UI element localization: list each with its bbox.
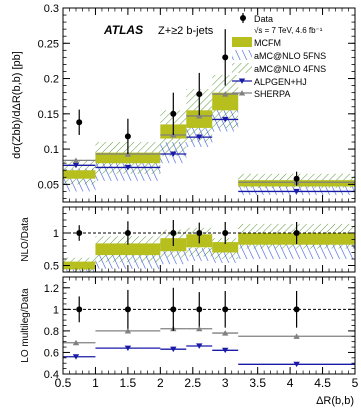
mcfm-band (212, 92, 239, 111)
alpgen-marker (72, 162, 80, 169)
amc5-ratio-band (186, 247, 213, 261)
lo-ratio-data-point (170, 306, 177, 313)
mcfm-ratio-band (95, 243, 161, 256)
mcfm-band (186, 110, 213, 128)
legend-data-symbol (240, 15, 246, 21)
mcfm-ratio-band (212, 242, 239, 253)
mcfm-band (95, 152, 161, 164)
legend-alpgen-marker (238, 78, 246, 84)
lo-ratio-data-point (76, 306, 83, 313)
legend-amc5-swatch (232, 50, 252, 60)
top-y-tick-label: 0.1 (44, 144, 59, 156)
lo-ratio-data-point (222, 306, 229, 313)
data-point (76, 119, 83, 126)
x-tick-label: 1.5 (120, 376, 137, 390)
x-tick-label: 4.5 (314, 376, 331, 390)
legend: Data √s = 7 TeV, 4.6 fb⁻¹ MCFM aMC@NLO 5FNS… (232, 13, 326, 99)
legend-alpgen-label: ALPGEN+HJ (254, 77, 307, 87)
top-panel: 0.050.10.150.20.250.3 ATLAS Z+≥2 b-jets … (11, 3, 356, 203)
experiment-label: ATLAS (103, 23, 143, 37)
mid-y-tick-label: 0.5 (44, 261, 59, 273)
top-y-tick-label: 0.3 (44, 3, 59, 15)
alpgen-marker (196, 134, 203, 140)
legend-amc4-swatch (232, 63, 252, 73)
sherpa-ratio-marker (72, 339, 80, 346)
mcfm-ratio-band (63, 261, 96, 270)
amc5-ratio-band (160, 248, 187, 265)
alpgen-ratio-marker (196, 343, 203, 349)
data-point (222, 54, 229, 61)
mcfm-band (63, 170, 96, 179)
legend-mcfm-swatch (232, 37, 252, 47)
alpgen-marker (293, 188, 300, 195)
x-tick-label: 3.5 (249, 376, 266, 390)
bot-y-tick-label: 0.8 (44, 326, 59, 338)
top-y-label: dσ(Zbb)/dΔR(b,b) [pb] (11, 51, 23, 159)
sherpa-ratio-marker (124, 328, 132, 334)
ratio-data-point (124, 230, 131, 236)
sherpa-ratio-marker (196, 325, 203, 332)
middle-y-label: NLO/Data (20, 217, 31, 262)
x-tick-label: 3 (222, 376, 229, 390)
alpgen-marker (170, 151, 177, 157)
alpgen-marker (124, 164, 132, 171)
data-point (170, 110, 177, 117)
x-tick-labels: 0.5 1 1.5 2 2.5 3 3.5 4 4.5 5 (55, 376, 359, 390)
sherpa-marker (72, 157, 80, 163)
data-point (196, 91, 203, 98)
top-y-tick-label: 0.15 (38, 109, 59, 121)
alpgen-ratio-marker (72, 354, 80, 360)
process-label: Z+≥2 b-jets (158, 25, 214, 37)
bot-y-tick-label: 1.2 (44, 283, 59, 295)
amc5-ratio-band (238, 240, 355, 259)
lo-ratio-data-point (124, 306, 131, 313)
x-tick-label: 2.5 (184, 376, 201, 390)
ratio-data-point (222, 230, 229, 236)
top-y-tick-label: 0.2 (44, 74, 59, 86)
top-panel-frame (62, 7, 356, 203)
legend-sherpa-label: SHERPA (254, 89, 290, 99)
middle-panel: 0.5 1 NLO/Data (20, 206, 356, 273)
ratio-data-point (170, 230, 177, 236)
ratio-data-point (76, 230, 83, 236)
alpgen-ratio-marker (170, 346, 177, 353)
bot-y-tick-label: 0.4 (44, 369, 59, 381)
x-tick-label: 1 (92, 376, 99, 390)
data-point (124, 133, 131, 140)
lo-ratio-data-point (196, 306, 203, 313)
x-tick-label: 4 (287, 376, 294, 390)
sherpa-marker (222, 91, 229, 97)
amc5-ratio-band (212, 251, 239, 263)
x-tick-label: 0.5 (55, 376, 72, 390)
x-tick-label: 5 (352, 376, 359, 390)
top-y-tick-label: 0.25 (38, 38, 59, 50)
sherpa-ratio-marker (222, 330, 229, 336)
data-point (293, 175, 300, 182)
x-tick-label: 2 (157, 376, 164, 390)
sherpa-marker (196, 113, 203, 119)
bottom-panel: 0.4 0.6 0.8 1 1.2 LO multileg/Data (20, 276, 356, 381)
lo-ratio-data-point (293, 306, 300, 313)
alpgen-marker (222, 116, 229, 123)
bottom-panel-frame (62, 276, 356, 375)
legend-data-label: Data (254, 14, 273, 24)
legend-amc5-label: aMC@NLO 5FNS (254, 51, 326, 61)
mid-y-tick-label: 1 (53, 228, 59, 240)
legend-amc4-label: aMC@NLO 4FNS (254, 64, 326, 74)
alpgen-ratio-marker (293, 361, 300, 368)
legend-sherpa-marker (238, 90, 246, 96)
sherpa-ratio-marker (293, 333, 300, 339)
x-axis-label: ΔR(b,b) (316, 395, 354, 407)
ratio-data-point (293, 230, 300, 236)
top-y-tick-label: 0.05 (38, 179, 59, 191)
bot-y-tick-label: 1 (53, 304, 59, 316)
legend-mcfm-label: MCFM (254, 38, 281, 48)
alpgen-ratio-marker (124, 345, 132, 352)
alpgen-ratio-marker (222, 347, 229, 354)
legend-data-note: √s = 7 TeV, 4.6 fb⁻¹ (254, 26, 323, 35)
bot-y-tick-label: 0.6 (44, 347, 59, 359)
ratio-data-point (196, 230, 203, 236)
bottom-y-label: LO multileg/Data (20, 288, 31, 363)
